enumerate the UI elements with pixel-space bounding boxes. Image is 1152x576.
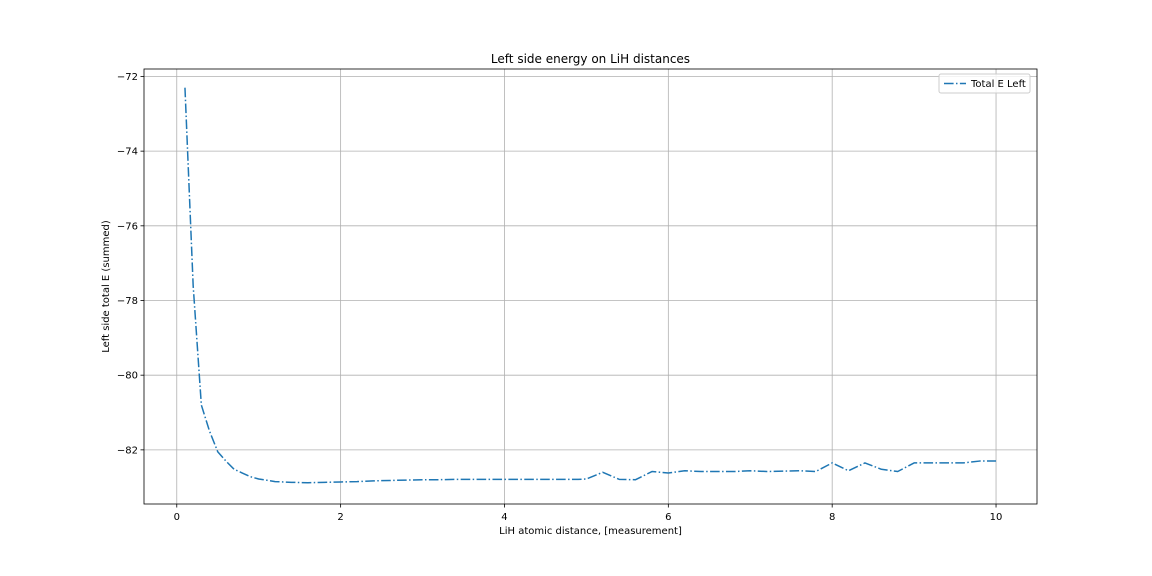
legend: Total E Left bbox=[938, 73, 1031, 94]
legend-label: Total E Left bbox=[970, 79, 1026, 90]
series-line-total-e-left bbox=[184, 87, 997, 484]
y-tick-label: −74 bbox=[117, 147, 138, 158]
x-tick-label: 2 bbox=[337, 512, 343, 523]
x-tick-label: 8 bbox=[829, 512, 835, 523]
y-axis-label: Left side total E (summed) bbox=[101, 220, 112, 353]
y-tick-label: −72 bbox=[117, 72, 138, 83]
x-axis-label: LiH atomic distance, [measurement] bbox=[499, 526, 682, 537]
x-tick-label: 0 bbox=[174, 512, 180, 523]
series-layer bbox=[184, 87, 997, 484]
legend-box bbox=[938, 73, 1031, 94]
ticks: 0 2 4 6 8 10 −72 −74 −76 −78 −80 −82 bbox=[117, 72, 1003, 523]
y-tick-label: −78 bbox=[117, 296, 138, 307]
x-tick-label: 6 bbox=[665, 512, 671, 523]
chart-title: Left side energy on LiH distances bbox=[491, 52, 690, 66]
y-tick-label: −76 bbox=[117, 221, 138, 232]
x-tick-label: 10 bbox=[990, 512, 1003, 523]
x-tick-label: 4 bbox=[501, 512, 507, 523]
plot-frame bbox=[143, 68, 1038, 505]
y-tick-label: −82 bbox=[117, 445, 138, 456]
grid bbox=[144, 69, 1037, 504]
y-tick-label: −80 bbox=[117, 371, 138, 382]
